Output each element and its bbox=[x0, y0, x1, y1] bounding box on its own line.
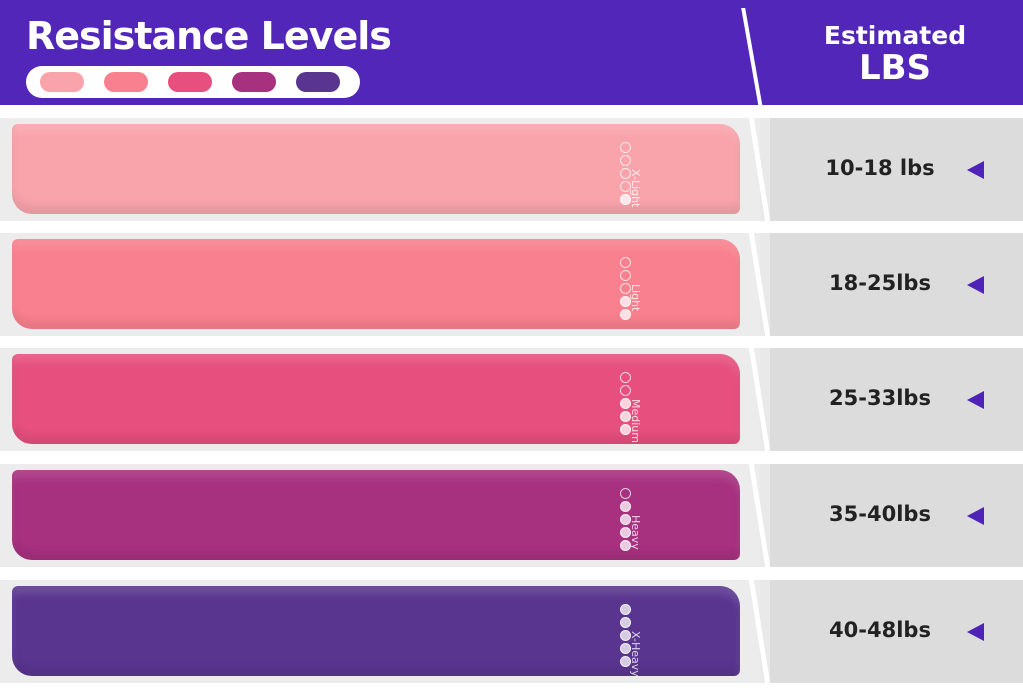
color-swatch bbox=[296, 72, 340, 92]
level-dot bbox=[620, 181, 631, 192]
level-dot bbox=[620, 527, 631, 538]
level-dot bbox=[620, 540, 631, 551]
level-dot bbox=[620, 385, 631, 396]
level-dot bbox=[620, 630, 631, 641]
color-swatch bbox=[40, 72, 84, 92]
band-label: X-Light bbox=[629, 169, 642, 208]
level-dot bbox=[620, 168, 631, 179]
level-dot bbox=[620, 142, 631, 153]
level-dot bbox=[620, 155, 631, 166]
estimated-lbs-heading: Estimated LBS bbox=[790, 21, 1000, 88]
band-label: Light bbox=[629, 284, 642, 312]
level-dot bbox=[620, 372, 631, 383]
estimated-label: Estimated bbox=[823, 21, 967, 50]
level-indicator bbox=[620, 372, 634, 437]
triangle-left-icon bbox=[967, 623, 984, 641]
level-dot bbox=[620, 501, 631, 512]
band-row: X-Light 10-18 lbs bbox=[0, 114, 1023, 225]
triangle-left-icon bbox=[967, 507, 984, 525]
band-row: Medium 25-33lbs bbox=[0, 344, 1023, 455]
weight-range: 25-33lbs bbox=[829, 386, 931, 410]
title: Resistance Levels bbox=[26, 14, 392, 58]
level-indicator bbox=[620, 488, 634, 553]
level-indicator bbox=[620, 257, 634, 322]
level-dot bbox=[620, 643, 631, 654]
header-divider bbox=[741, 8, 763, 108]
color-swatch bbox=[232, 72, 276, 92]
level-dot bbox=[620, 257, 631, 268]
resistance-band: Light bbox=[12, 239, 740, 329]
weight-range: 18-25lbs bbox=[829, 271, 931, 295]
weight-range: 35-40lbs bbox=[829, 502, 931, 526]
level-dot bbox=[620, 604, 631, 615]
lbs-label: LBS bbox=[858, 48, 932, 88]
band-label: Heavy bbox=[629, 515, 642, 550]
band-label: X-Heavy bbox=[629, 631, 642, 677]
level-dot bbox=[620, 656, 631, 667]
level-indicator bbox=[620, 142, 634, 207]
resistance-band: Medium bbox=[12, 354, 740, 444]
level-dot bbox=[620, 283, 631, 294]
band-row: X-Heavy 40-48lbs bbox=[0, 576, 1023, 687]
level-dot bbox=[620, 488, 631, 499]
level-dot bbox=[620, 424, 631, 435]
band-row: Heavy 35-40lbs bbox=[0, 460, 1023, 571]
level-dot bbox=[620, 398, 631, 409]
resistance-band: X-Heavy bbox=[12, 586, 740, 677]
color-swatch-pill bbox=[26, 66, 360, 98]
weight-range: 10-18 lbs bbox=[825, 156, 935, 180]
header: Resistance Levels Estimated LBS bbox=[0, 0, 1023, 108]
level-dot bbox=[620, 617, 631, 628]
band-row: Light 18-25lbs bbox=[0, 229, 1023, 340]
triangle-left-icon bbox=[967, 391, 984, 409]
resistance-band: X-Light bbox=[12, 124, 740, 214]
level-dot bbox=[620, 270, 631, 281]
level-dot bbox=[620, 309, 631, 320]
level-dot bbox=[620, 194, 631, 205]
level-dot bbox=[620, 514, 631, 525]
level-dot bbox=[620, 296, 631, 307]
level-dot bbox=[620, 411, 631, 422]
band-label: Medium bbox=[629, 399, 642, 443]
level-indicator bbox=[620, 604, 634, 669]
triangle-left-icon bbox=[967, 161, 984, 179]
color-swatch bbox=[104, 72, 148, 92]
triangle-left-icon bbox=[967, 276, 984, 294]
weight-range: 40-48lbs bbox=[829, 618, 931, 642]
color-swatch bbox=[168, 72, 212, 92]
resistance-band: Heavy bbox=[12, 470, 740, 560]
